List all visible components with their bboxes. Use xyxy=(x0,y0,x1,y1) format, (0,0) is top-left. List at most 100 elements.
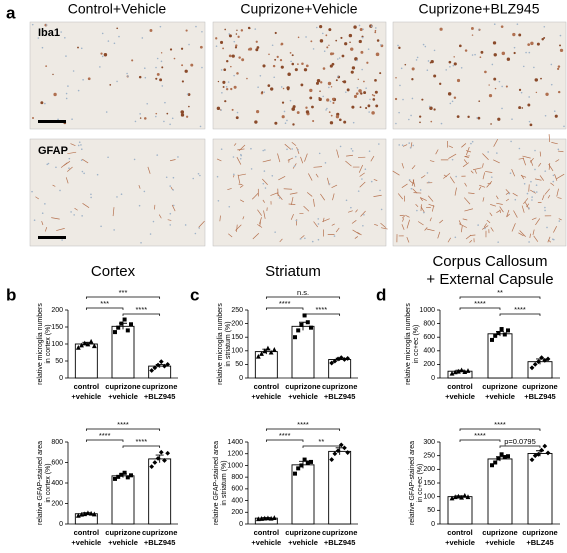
data-point xyxy=(296,466,301,471)
data-point xyxy=(542,357,548,363)
nucleus xyxy=(544,206,546,209)
nucleus xyxy=(83,172,85,175)
stain-dot xyxy=(268,53,270,56)
nucleus xyxy=(352,121,355,124)
chart-title: Corpus Callosum xyxy=(432,253,547,270)
stain-dot xyxy=(274,121,278,125)
stain-dot xyxy=(328,111,331,114)
stain-dot xyxy=(328,28,332,32)
error-bar xyxy=(262,517,271,519)
stain-fiber xyxy=(228,233,233,238)
nucleus xyxy=(399,84,401,87)
data-point xyxy=(149,368,155,373)
nucleus xyxy=(423,211,425,214)
stain-dot xyxy=(375,104,379,108)
chart-title: + External Capsule xyxy=(426,271,553,288)
stain-dot xyxy=(320,81,323,84)
stain-dot xyxy=(228,54,232,58)
stain-dot xyxy=(421,98,424,101)
data-point xyxy=(293,335,297,340)
nucleus xyxy=(228,205,231,208)
y-tick-label: 1400 xyxy=(227,439,243,446)
stain-dot xyxy=(488,84,490,86)
data-point xyxy=(262,515,268,521)
stain-dot xyxy=(289,51,292,54)
bar xyxy=(447,496,473,525)
stain-fiber xyxy=(401,162,405,169)
stain-fiber xyxy=(51,217,60,220)
data-point xyxy=(158,449,164,455)
nucleus xyxy=(159,25,162,28)
stain-fiber xyxy=(506,213,510,218)
chart-title: Cortex xyxy=(91,263,136,280)
nucleus xyxy=(299,238,302,240)
stain-dot xyxy=(45,65,48,67)
stain-dot xyxy=(411,67,415,71)
nucleus xyxy=(311,240,314,243)
data-point xyxy=(162,363,167,369)
stain-fiber xyxy=(447,237,452,243)
stain-dot xyxy=(493,53,497,57)
stain-dot xyxy=(459,44,462,48)
stain-dot xyxy=(274,58,277,61)
stain-fiber xyxy=(420,197,423,202)
stain-dot xyxy=(346,88,350,92)
nucleus xyxy=(220,148,223,150)
data-point xyxy=(255,353,261,359)
stain-dot xyxy=(557,90,561,94)
stain-dot xyxy=(331,62,335,66)
stain-dot xyxy=(222,80,226,84)
stain-dot xyxy=(255,48,259,52)
nucleus xyxy=(528,241,530,243)
stain-fiber xyxy=(303,205,310,212)
nucleus xyxy=(514,198,517,201)
stain-dot xyxy=(240,29,244,32)
data-point xyxy=(305,460,310,465)
nucleus xyxy=(225,86,228,88)
y-tick-label: 1200 xyxy=(227,451,243,458)
stain-dot xyxy=(116,27,119,30)
stain-fiber xyxy=(482,172,486,180)
nucleus xyxy=(259,74,262,77)
stain-fiber xyxy=(431,205,435,212)
nucleus xyxy=(422,43,425,46)
row-label: GFAP xyxy=(38,145,68,157)
nucleus xyxy=(81,215,83,217)
stain-dot xyxy=(365,106,368,110)
nucleus xyxy=(509,172,512,175)
stain-dot xyxy=(40,101,44,105)
stain-fiber xyxy=(315,173,319,178)
stain-fiber xyxy=(553,226,557,233)
nucleus xyxy=(77,144,80,147)
significance-label: **** xyxy=(117,420,129,429)
stain-dot xyxy=(372,98,376,101)
nucleus xyxy=(351,150,354,152)
stain-fiber xyxy=(481,225,489,230)
data-point xyxy=(122,470,127,475)
data-point xyxy=(536,451,541,457)
data-point xyxy=(271,515,277,520)
stain-fiber xyxy=(499,209,501,214)
stain-dot xyxy=(534,78,539,82)
stain-fiber xyxy=(474,169,477,174)
nucleus xyxy=(350,147,353,150)
x-tick-label: +BLZ945 xyxy=(524,392,555,401)
stain-dot xyxy=(371,93,374,96)
stain-dot xyxy=(453,56,455,58)
data-point xyxy=(129,322,133,327)
nucleus xyxy=(65,92,68,95)
stain-fiber xyxy=(539,151,542,157)
data-point xyxy=(88,510,94,516)
data-point xyxy=(332,358,338,364)
data-point xyxy=(465,494,471,500)
stain-dot xyxy=(488,94,493,98)
stain-dot xyxy=(521,107,524,109)
stain-fiber xyxy=(435,149,439,155)
stain-fiber xyxy=(469,239,473,243)
nucleus xyxy=(297,148,299,151)
y-tick-label: 50 xyxy=(427,507,435,514)
y-tick-label: 300 xyxy=(423,439,435,446)
nucleus xyxy=(419,189,422,191)
data-point xyxy=(329,457,335,462)
stain-fiber xyxy=(482,153,489,161)
